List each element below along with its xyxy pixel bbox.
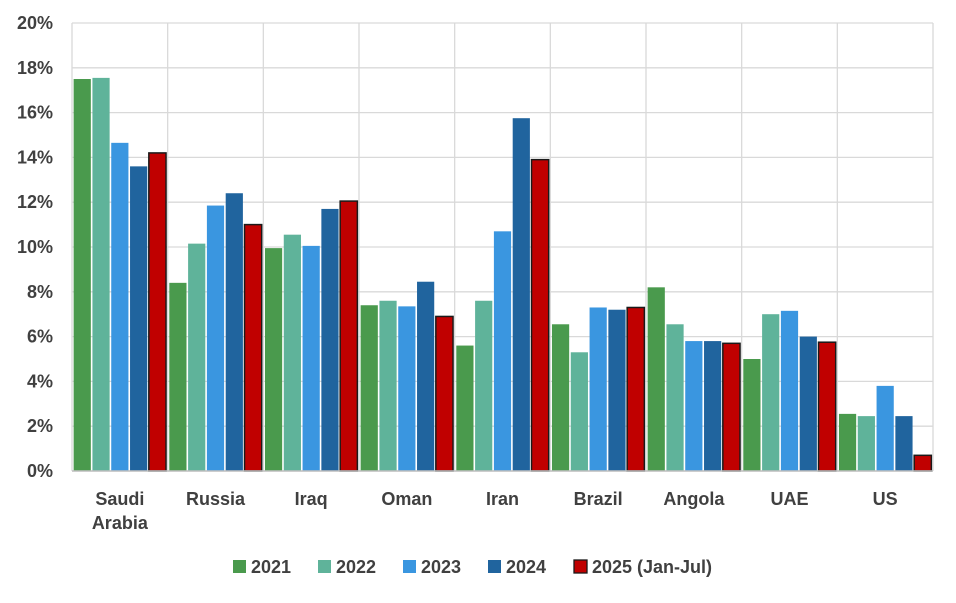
x-tick-label: Iran [486, 489, 519, 509]
legend-swatch [403, 560, 416, 573]
bar-2022 [762, 314, 780, 471]
bar-2023 [780, 310, 799, 471]
bar-2024 [704, 341, 722, 471]
bar-2023 [685, 341, 703, 471]
bar-2025-jan-jul [148, 152, 167, 472]
y-tick-label: 16% [17, 103, 53, 123]
x-tick-label: Arabia [92, 513, 149, 533]
bar-2021 [264, 248, 283, 471]
bar-2025-jan-jul [626, 306, 646, 472]
axes: 0% 2% 4% 6% 8% 10% 12% 14% 16% 18% 20% Saudi Arabia R… [17, 13, 933, 533]
y-tick-label: 18% [17, 58, 53, 78]
y-tick-label: 2% [27, 416, 53, 436]
bar-2025-jan-jul [817, 341, 837, 472]
bar-2024 [225, 193, 243, 472]
y-tick-label: 8% [27, 282, 53, 302]
x-tick-label: Angola [663, 489, 725, 509]
bar-2021 [551, 324, 570, 471]
bar-2025-jan-jul [243, 223, 263, 472]
bar-2023 [302, 245, 320, 471]
bar-2025-jan-jul [913, 454, 933, 472]
bar-2025-jan-jul [722, 342, 741, 472]
y-tick-label: 20% [17, 13, 53, 33]
bar-2024 [321, 208, 339, 472]
legend: 2021 2022 2023 2024 2025 (Jan-Jul) [233, 557, 712, 577]
legend-swatch [488, 560, 501, 573]
legend-label: 2021 [251, 557, 291, 577]
legend-label: 2022 [336, 557, 376, 577]
legend-label: 2024 [506, 557, 546, 577]
y-tick-label: 6% [27, 327, 53, 347]
y-tick-label: 0% [27, 461, 53, 481]
bar-2024 [895, 416, 913, 471]
bar-2025-jan-jul [435, 315, 454, 472]
x-tick-label: US [873, 489, 898, 509]
legend-label: 2023 [421, 557, 461, 577]
x-tick-label: Russia [186, 489, 246, 509]
x-tick-label: Iraq [295, 489, 328, 509]
bar-2022 [475, 300, 493, 471]
legend-label: 2025 (Jan-Jul) [592, 557, 712, 577]
bar-2021 [838, 413, 857, 471]
bar-2021 [456, 345, 474, 471]
bar-2021 [647, 287, 665, 471]
bar-2023 [493, 231, 512, 471]
y-tick-label: 4% [27, 371, 53, 391]
legend-swatch [318, 560, 331, 573]
bar-2023 [876, 385, 894, 471]
legend-swatch [233, 560, 246, 573]
bar-2024 [130, 166, 148, 472]
legend-swatch [573, 559, 588, 574]
bar-2022 [379, 300, 397, 471]
y-tick-label: 14% [17, 147, 53, 167]
bar-2023 [111, 142, 129, 471]
bar-2024 [417, 281, 435, 471]
bar-2021 [169, 282, 187, 471]
bar-2024 [512, 118, 530, 471]
x-tick-label: Oman [381, 489, 432, 509]
y-tick-label: 10% [17, 237, 53, 257]
bar-2025-jan-jul [530, 158, 550, 472]
bar-2022 [188, 243, 206, 471]
bar-2024 [799, 336, 817, 471]
y-tick-label: 12% [17, 192, 53, 212]
x-tick-label: Brazil [574, 489, 623, 509]
bar-2023 [206, 205, 225, 471]
bar-2023 [398, 306, 416, 471]
bar-2022 [570, 352, 588, 471]
bar-2023 [589, 307, 607, 471]
bar-2022 [283, 234, 301, 471]
bars [73, 77, 933, 472]
bar-2022 [92, 77, 110, 471]
bar-2022 [666, 324, 684, 471]
bar-2022 [857, 416, 875, 471]
bar-2021 [743, 359, 761, 471]
bar-2025-jan-jul [339, 200, 359, 472]
bar-2021 [360, 305, 378, 471]
bar-2024 [608, 309, 626, 471]
x-tick-label: Saudi [95, 489, 144, 509]
bar-2021 [73, 79, 91, 471]
x-tick-label: UAE [770, 489, 808, 509]
